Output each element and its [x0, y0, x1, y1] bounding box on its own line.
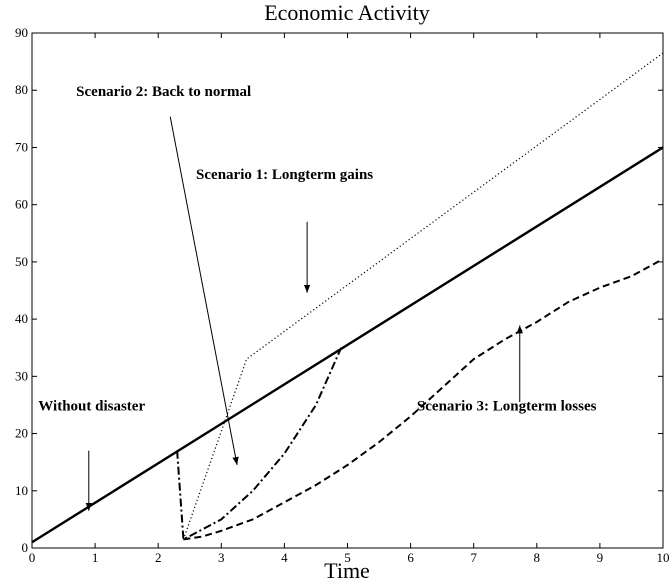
- y-tick-label: 0: [22, 540, 29, 555]
- x-tick-label: 2: [155, 550, 162, 565]
- line-series: [176, 347, 343, 542]
- y-tick-label: 10: [15, 483, 28, 498]
- x-tick-label: 7: [470, 550, 477, 565]
- plot-frame: [31, 32, 664, 549]
- y-tick-label: 30: [15, 368, 28, 383]
- annotation: Scenario 3: Longterm losses: [417, 399, 597, 415]
- chart-title: Economic Activity: [264, 0, 430, 25]
- y-tick-label: 80: [15, 82, 28, 97]
- x-tick-label: 5: [344, 550, 351, 565]
- x-tick-label: 4: [281, 550, 288, 565]
- line-series: [182, 52, 664, 540]
- y-tick-label: 20: [15, 426, 28, 441]
- x-tick-label: 9: [597, 550, 604, 565]
- annotation: Scenario 2: Back to normal: [76, 84, 251, 100]
- x-tick-label: 0: [29, 550, 36, 565]
- line-series: [31, 146, 664, 544]
- x-tick-label: 10: [657, 550, 670, 565]
- y-tick-label: 60: [15, 197, 28, 212]
- line-series: [183, 258, 664, 541]
- y-tick-label: 40: [15, 311, 28, 326]
- x-tick-label: 1: [92, 550, 99, 565]
- x-axis-label: Time: [324, 558, 370, 582]
- x-tick-label: 6: [407, 550, 414, 565]
- y-tick-label: 70: [15, 139, 28, 154]
- y-tick-label: 90: [15, 25, 28, 40]
- x-tick-label: 3: [218, 550, 225, 565]
- annotation: Without disaster: [38, 399, 145, 415]
- annotation-arrow: [169, 116, 239, 466]
- x-tick-label: 8: [534, 550, 541, 565]
- y-tick-label: 50: [15, 254, 28, 269]
- annotation: Scenario 1: Longterm gains: [196, 167, 373, 183]
